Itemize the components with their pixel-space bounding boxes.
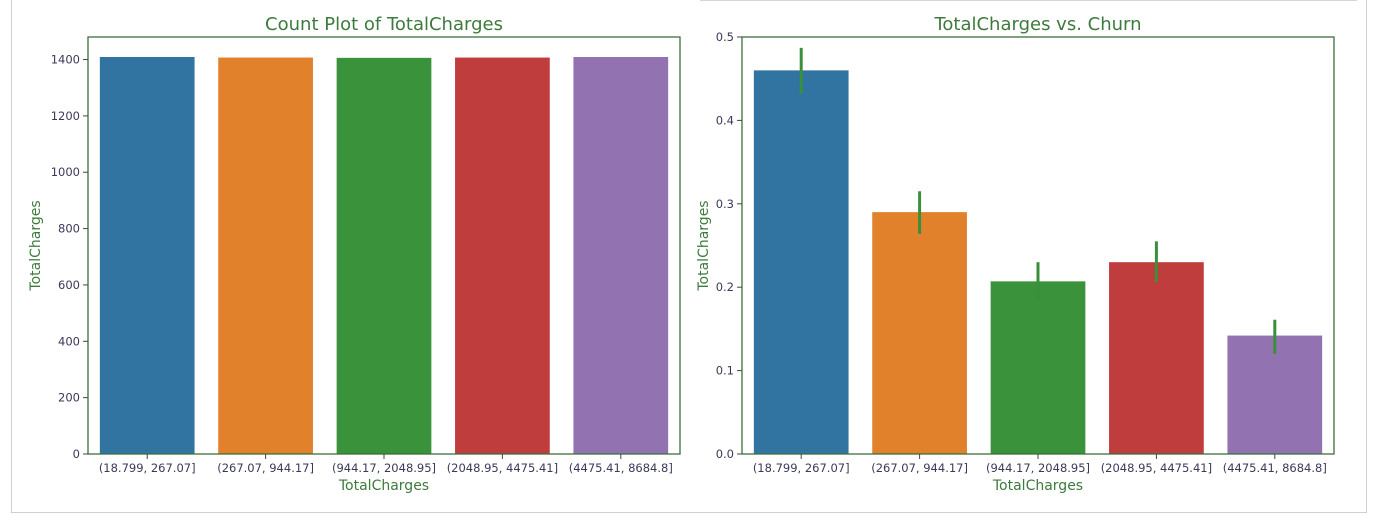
bar bbox=[573, 57, 668, 454]
bar bbox=[991, 281, 1086, 454]
y-tick-label: 0.0 bbox=[716, 447, 734, 461]
bar bbox=[100, 57, 195, 454]
y-axis-label: TotalCharges bbox=[28, 200, 44, 291]
y-tick-label: 1000 bbox=[51, 165, 80, 179]
bar bbox=[1109, 262, 1204, 454]
x-tick-label: (4475.41, 8684.8] bbox=[1223, 461, 1327, 475]
bar bbox=[754, 70, 849, 454]
x-axis-label: TotalCharges bbox=[338, 478, 429, 494]
x-tick-label: (944.17, 2048.95] bbox=[332, 461, 436, 475]
x-tick-label: (2048.95, 4475.41] bbox=[447, 461, 558, 475]
x-tick-label: (267.07, 944.17] bbox=[871, 461, 968, 475]
chart-title: TotalCharges vs. Churn bbox=[933, 14, 1141, 35]
y-tick-label: 1200 bbox=[51, 109, 80, 123]
y-tick-label: 0.2 bbox=[716, 280, 734, 294]
y-tick-label: 0.3 bbox=[716, 197, 734, 211]
y-tick-label: 0.1 bbox=[716, 364, 734, 378]
x-tick-label: (2048.95, 4475.41] bbox=[1101, 461, 1212, 475]
y-tick-label: 800 bbox=[58, 222, 80, 236]
count-plot: 0 200 400 600 800 1000 1200 1400 (18.799, 267.07… bbox=[28, 14, 680, 494]
x-tick-label: (267.07, 944.17] bbox=[217, 461, 314, 475]
chart-title: Count Plot of TotalCharges bbox=[265, 14, 503, 35]
y-tick-label: 0.5 bbox=[716, 30, 734, 44]
churn-bar-plot: 0.0 0.1 0.2 0.3 0.4 0.5 (18.799, 267.07] (267.0… bbox=[696, 14, 1334, 494]
y-tick-label: 200 bbox=[58, 391, 80, 405]
y-tick-label: 0 bbox=[73, 447, 80, 461]
x-tick-label: (4475.41, 8684.8] bbox=[569, 461, 673, 475]
bar bbox=[218, 58, 313, 454]
bar bbox=[872, 212, 967, 454]
y-tick-label: 600 bbox=[58, 278, 80, 292]
x-tick-label: (944.17, 2048.95] bbox=[986, 461, 1090, 475]
y-axis-label: TotalCharges bbox=[696, 200, 712, 291]
x-tick-label: (18.799, 267.07] bbox=[99, 461, 196, 475]
x-tick-label: (18.799, 267.07] bbox=[753, 461, 850, 475]
bar bbox=[455, 58, 550, 454]
y-tick-label: 400 bbox=[58, 334, 80, 348]
x-axis-label: TotalCharges bbox=[992, 478, 1083, 494]
y-tick-label: 1400 bbox=[51, 53, 80, 67]
y-tick-label: 0.4 bbox=[716, 113, 734, 127]
bar bbox=[337, 58, 432, 454]
